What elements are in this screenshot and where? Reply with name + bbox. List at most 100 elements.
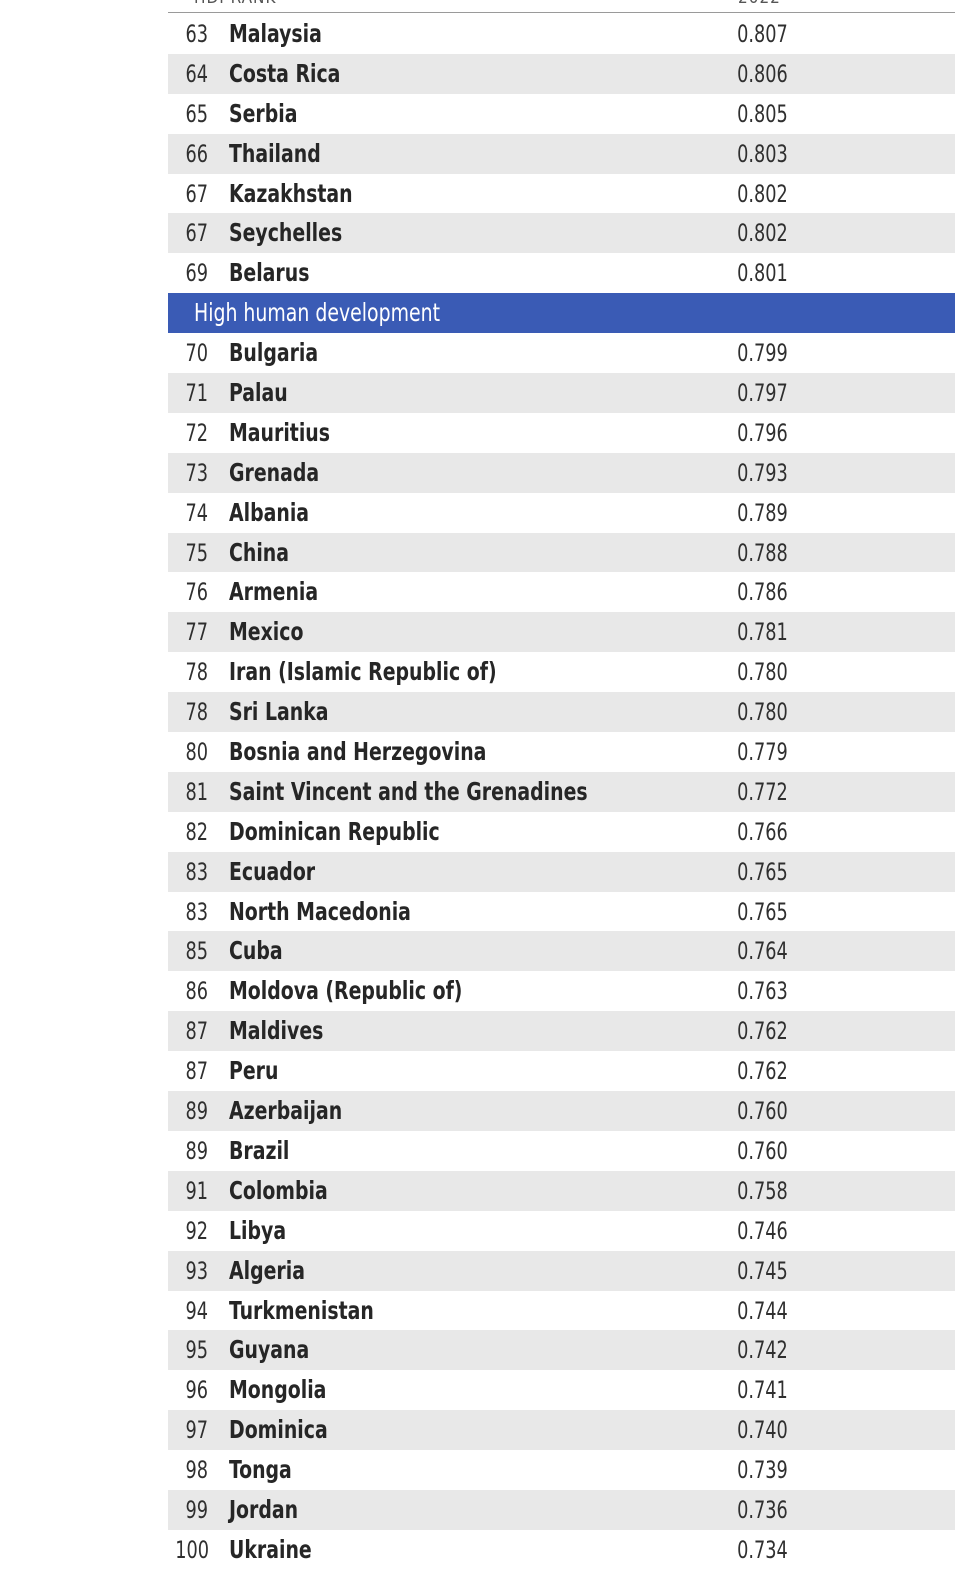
hdi-value-cell: 0.758	[737, 1176, 788, 1205]
country-cell: Algeria	[229, 1255, 305, 1285]
hdi-value-cell: 0.805	[737, 99, 788, 128]
table-row: 81 Saint Vincent and the Grenadines 0.772	[168, 771, 955, 812]
table-row: 92 Libya 0.746	[168, 1211, 955, 1251]
hdi-value-cell: 0.734	[737, 1535, 788, 1564]
hdi-value-cell: 0.802	[737, 179, 788, 208]
country-cell: Libya	[229, 1215, 287, 1245]
hdi-value-cell: 0.745	[737, 1256, 788, 1285]
rank-cell: 76	[185, 578, 208, 607]
hdi-value-cell: 0.762	[737, 1017, 788, 1046]
hdi-value-cell: 0.736	[737, 1495, 788, 1524]
table-row: 75 China 0.788	[168, 532, 955, 573]
rank-cell: 67	[185, 219, 208, 248]
country-cell: Moldova (Republic of)	[229, 976, 463, 1006]
table-row: 82 Dominican Republic 0.766	[168, 812, 955, 852]
hdi-value-cell: 0.744	[737, 1296, 788, 1325]
rank-cell: 63	[185, 20, 208, 48]
country-cell: Costa Rica	[229, 58, 341, 88]
rank-cell: 86	[185, 977, 208, 1006]
rank-cell: 75	[185, 538, 208, 567]
rank-cell: 74	[185, 498, 208, 527]
rank-cell: 78	[185, 658, 208, 687]
table-row: 93 Algeria 0.745	[168, 1250, 955, 1291]
table-row: 100 Ukraine 0.734	[168, 1530, 955, 1570]
country-cell: Mauritius	[229, 417, 331, 447]
hdi-value-cell: 0.739	[737, 1456, 788, 1485]
table-row: 78 Sri Lanka 0.780	[168, 692, 955, 733]
rank-cell: 64	[185, 59, 208, 88]
hdi-value-cell: 0.764	[737, 937, 788, 966]
table-row: 70 Bulgaria 0.799	[168, 333, 955, 373]
country-cell: Armenia	[229, 577, 319, 607]
table-row: 67 Kazakhstan 0.802	[168, 174, 955, 214]
rank-cell: 87	[185, 1017, 208, 1046]
rank-cell: 100	[175, 1535, 209, 1564]
table-row: 78 Iran (Islamic Republic of) 0.780	[168, 652, 955, 692]
country-cell: Seychelles	[229, 218, 343, 248]
hdi-value-cell: 0.779	[737, 738, 788, 767]
table-body: 63 Malaysia 0.807 64 Costa Rica 0.806 65 Serbia…	[168, 14, 955, 1570]
country-cell: Iran (Islamic Republic of)	[229, 657, 497, 687]
table-row: 89 Azerbaijan 0.760	[168, 1091, 955, 1131]
rank-cell: 93	[185, 1256, 208, 1285]
country-cell: Peru	[229, 1056, 279, 1086]
country-cell: Jordan	[229, 1494, 299, 1524]
hdi-value-cell: 0.742	[737, 1336, 788, 1365]
header-rank-label: HDI RANK	[194, 0, 277, 8]
table-row: 76 Armenia 0.786	[168, 572, 955, 612]
table-row: 87 Peru 0.762	[168, 1051, 955, 1091]
hdi-value-cell: 0.760	[737, 1136, 788, 1165]
table-row: 66 Thailand 0.803	[168, 133, 955, 174]
hdi-value-cell: 0.766	[737, 817, 788, 846]
table-row: 73 Grenada 0.793	[168, 452, 955, 493]
rank-cell: 85	[185, 937, 208, 966]
rank-cell: 87	[185, 1057, 208, 1086]
hdi-value-cell: 0.801	[737, 259, 788, 288]
table-row: 83 North Macedonia 0.765	[168, 892, 955, 932]
rank-cell: 67	[185, 179, 208, 208]
table-row: 94 Turkmenistan 0.744	[168, 1291, 955, 1331]
country-cell: Tonga	[229, 1455, 292, 1485]
hdi-value-cell: 0.740	[737, 1416, 788, 1445]
table-row: 69 Belarus 0.801	[168, 253, 955, 293]
country-cell: Grenada	[229, 457, 320, 487]
rank-cell: 89	[185, 1136, 208, 1165]
country-cell: Belarus	[229, 258, 310, 288]
rank-cell: 65	[185, 99, 208, 128]
table-row: 86 Moldova (Republic of) 0.763	[168, 971, 955, 1011]
rank-cell: 99	[185, 1495, 208, 1524]
hdi-value-cell: 0.763	[737, 977, 788, 1006]
country-cell: Mongolia	[229, 1375, 327, 1405]
rank-cell: 66	[185, 139, 208, 168]
hdi-value-cell: 0.780	[737, 658, 788, 687]
table-row: 83 Ecuador 0.765	[168, 851, 955, 892]
country-cell: Dominican Republic	[229, 816, 440, 846]
rank-cell: 97	[185, 1416, 208, 1445]
country-cell: Guyana	[229, 1335, 310, 1365]
rank-cell: 70	[185, 339, 208, 368]
hdi-value-cell: 0.780	[737, 698, 788, 727]
rank-cell: 73	[185, 458, 208, 487]
rank-cell: 98	[185, 1456, 208, 1485]
rank-cell: 78	[185, 698, 208, 727]
table-row: 63 Malaysia 0.807	[168, 14, 955, 54]
country-cell: Colombia	[229, 1175, 328, 1205]
country-cell: Saint Vincent and the Grenadines	[229, 776, 588, 806]
hdi-value-cell: 0.781	[737, 618, 788, 647]
hdi-value-cell: 0.788	[737, 538, 788, 567]
hdi-value-cell: 0.762	[737, 1057, 788, 1086]
country-cell: Palau	[229, 378, 288, 408]
hdi-value-cell: 0.786	[737, 578, 788, 607]
table-row: 74 Albania 0.789	[168, 493, 955, 533]
hdi-value-cell: 0.797	[737, 379, 788, 408]
rank-cell: 71	[185, 379, 208, 408]
table-row: 89 Brazil 0.760	[168, 1131, 955, 1171]
hdi-value-cell: 0.760	[737, 1097, 788, 1126]
rank-cell: 91	[185, 1176, 208, 1205]
country-cell: Thailand	[229, 138, 321, 168]
hdi-value-cell: 0.802	[737, 219, 788, 248]
table-row: 77 Mexico 0.781	[168, 612, 955, 653]
country-cell: Maldives	[229, 1016, 324, 1046]
table-row: 71 Palau 0.797	[168, 373, 955, 413]
hdi-value-cell: 0.765	[737, 897, 788, 926]
